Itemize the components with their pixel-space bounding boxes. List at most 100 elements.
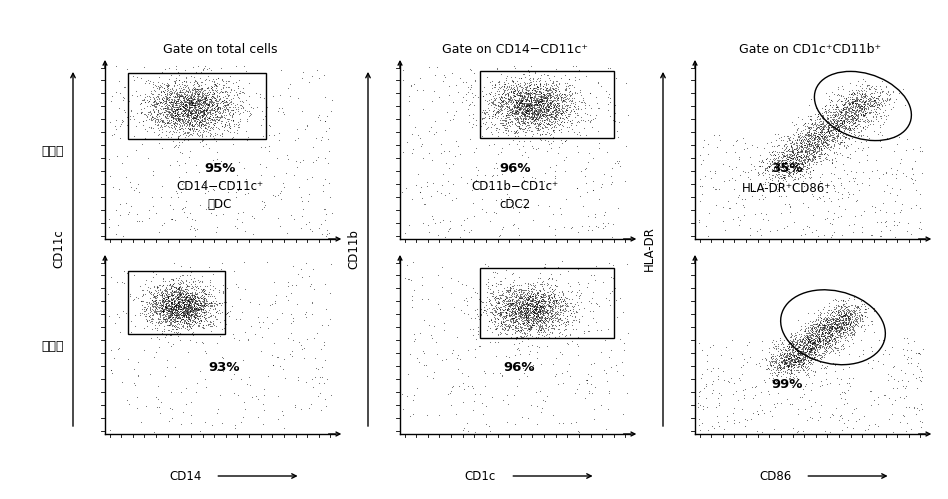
Point <box>194 305 210 313</box>
Point <box>139 317 155 325</box>
Point <box>847 295 862 303</box>
Point <box>534 109 549 117</box>
Point <box>202 76 217 84</box>
Point <box>156 306 172 314</box>
Point <box>810 355 825 363</box>
Point <box>177 101 192 109</box>
Point <box>208 110 223 118</box>
Point <box>467 306 483 314</box>
Point <box>543 93 558 101</box>
Point <box>531 299 546 307</box>
Point <box>847 89 862 97</box>
Point <box>182 315 197 323</box>
Point <box>168 311 183 319</box>
Point <box>787 139 802 147</box>
Point <box>830 122 846 130</box>
Point <box>501 288 516 296</box>
Point <box>532 307 547 315</box>
Point <box>800 156 815 164</box>
Point <box>596 366 611 374</box>
Point <box>174 295 190 303</box>
Point <box>190 305 205 313</box>
Point <box>866 97 882 105</box>
Point <box>505 311 520 319</box>
Point <box>495 121 510 129</box>
Point <box>166 309 181 317</box>
Point <box>510 77 525 85</box>
Point <box>541 296 556 304</box>
Point <box>541 299 556 307</box>
Point <box>494 82 509 90</box>
Point <box>473 297 488 305</box>
Point <box>210 103 226 111</box>
Point <box>789 355 804 363</box>
Point <box>846 115 861 123</box>
Point <box>794 164 810 172</box>
Point <box>544 322 559 330</box>
Point <box>850 303 866 311</box>
Point <box>501 85 516 93</box>
Point <box>784 365 799 373</box>
Point <box>508 323 523 331</box>
Point <box>799 346 814 354</box>
Point <box>804 228 819 236</box>
Point <box>494 170 509 178</box>
Point <box>146 86 161 94</box>
Point <box>519 102 534 110</box>
Point <box>170 89 185 97</box>
Point <box>825 133 840 141</box>
Point <box>828 317 843 325</box>
Point <box>786 337 801 345</box>
Point <box>847 405 862 413</box>
Point <box>801 128 816 136</box>
Point <box>802 131 817 139</box>
Point <box>178 168 193 176</box>
Point <box>804 348 819 356</box>
Point <box>556 100 572 108</box>
Point <box>750 427 765 435</box>
Point <box>517 111 532 119</box>
Point <box>516 317 531 325</box>
Point <box>800 327 815 335</box>
Point <box>545 360 560 368</box>
Point <box>574 298 589 306</box>
Point <box>180 113 195 121</box>
Point <box>166 114 181 122</box>
Point <box>230 107 246 115</box>
Point <box>804 173 819 181</box>
Point <box>546 297 561 305</box>
Point <box>161 93 176 101</box>
Point <box>520 319 535 327</box>
Point <box>169 294 184 302</box>
Point <box>210 149 225 157</box>
Point <box>817 134 832 142</box>
Point <box>524 324 539 332</box>
Point <box>172 115 187 123</box>
Point <box>202 304 217 312</box>
Point <box>172 76 187 84</box>
Point <box>494 109 509 117</box>
Point <box>164 315 179 323</box>
Point <box>759 166 775 174</box>
Point <box>220 284 235 292</box>
Point <box>183 96 198 104</box>
Point <box>825 339 840 347</box>
Point <box>800 336 815 344</box>
Point <box>866 84 882 92</box>
Point <box>874 87 889 95</box>
Point <box>165 306 180 314</box>
Point <box>538 107 553 115</box>
Point <box>166 316 181 324</box>
Point <box>787 353 802 361</box>
Point <box>787 361 802 369</box>
Point <box>526 301 541 309</box>
Point <box>485 369 501 377</box>
Point <box>797 353 812 361</box>
Point <box>502 108 518 116</box>
Point <box>736 167 751 175</box>
Point <box>812 114 828 122</box>
Point <box>442 224 457 232</box>
Point <box>791 148 806 156</box>
Point <box>807 147 822 155</box>
Point <box>531 326 546 334</box>
